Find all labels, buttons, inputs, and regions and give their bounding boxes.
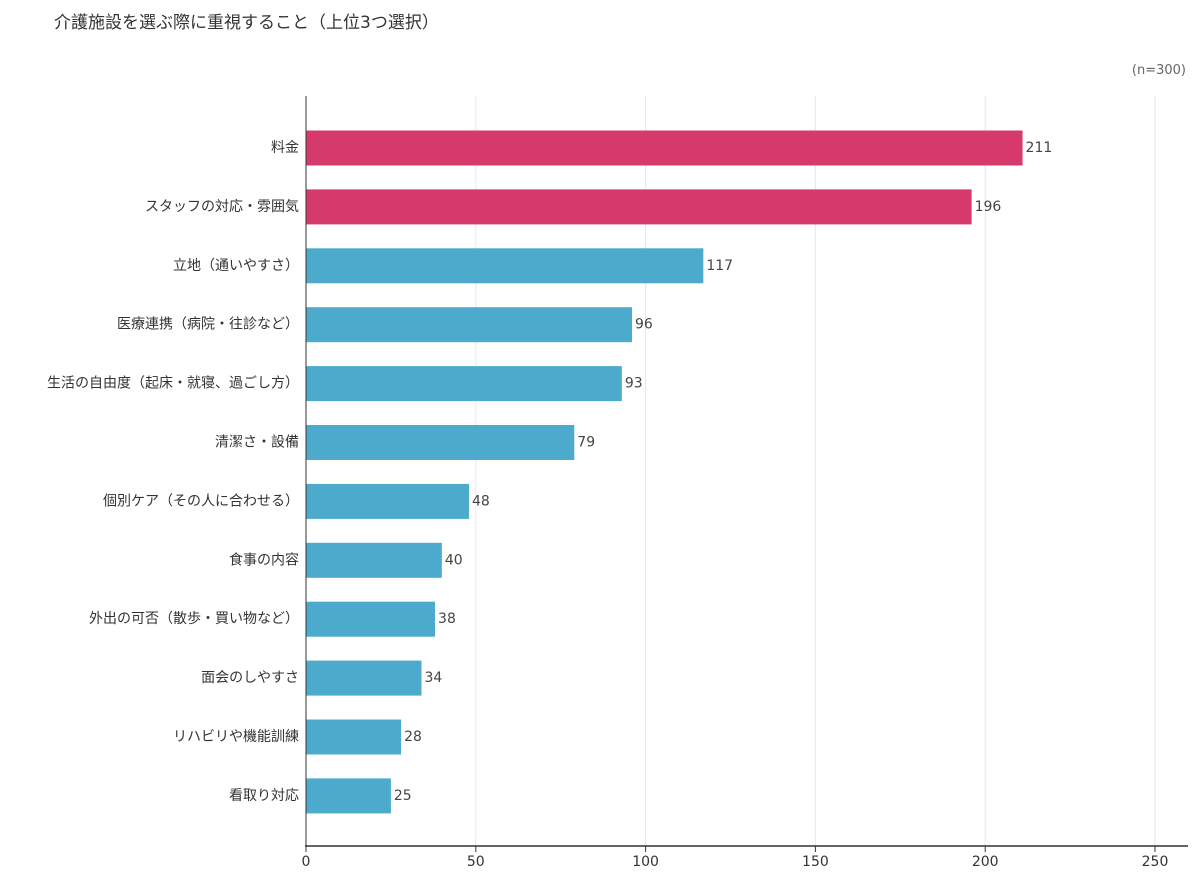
x-tick-label-3: 150 [802, 854, 829, 870]
value-label-7: 40 [445, 552, 463, 568]
x-tick-label-5: 250 [1142, 854, 1169, 870]
category-label-11: 看取り対応 [229, 788, 299, 804]
value-label-6: 48 [472, 493, 490, 509]
x-tick-label-1: 50 [467, 854, 485, 870]
value-label-9: 34 [424, 670, 442, 686]
value-label-8: 38 [438, 611, 456, 627]
bar-5 [306, 425, 575, 460]
bar-6 [306, 483, 470, 519]
category-label-1: スタッフの対応・雰囲気 [145, 199, 299, 215]
category-label-10: リハビリや機能訓練 [173, 729, 299, 745]
category-label-8: 外出の可否（散歩・買い物など） [89, 611, 299, 627]
bar-4 [306, 366, 622, 402]
bar-1 [306, 189, 972, 225]
category-label-2: 立地（通いやすさ） [173, 258, 299, 274]
value-label-5: 79 [577, 435, 595, 451]
value-label-4: 93 [625, 376, 643, 392]
bar-2 [306, 248, 704, 284]
x-tick-label-0: 0 [302, 854, 311, 870]
x-tick-label-2: 100 [632, 854, 659, 870]
bar-9 [306, 660, 422, 696]
sample-size-note: (n=300) [1131, 63, 1186, 78]
value-label-1: 196 [975, 199, 1002, 215]
bar-11 [306, 778, 391, 814]
bar-0 [306, 130, 1023, 166]
bar-8 [306, 601, 436, 637]
bar-3 [306, 307, 633, 343]
category-label-7: 食事の内容 [229, 551, 299, 568]
category-label-5: 清潔さ・設備 [215, 435, 299, 451]
value-label-2: 117 [706, 258, 733, 274]
bar-7 [306, 542, 442, 578]
category-label-4: 生活の自由度（起床・就寝、過ごし方） [47, 375, 299, 392]
x-tick-label-4: 200 [972, 854, 999, 870]
category-label-3: 医療連携（病院・往診など） [117, 316, 299, 333]
value-label-10: 28 [404, 729, 422, 745]
chart-title: 介護施設を選ぶ際に重視すること（上位3つ選択） [54, 13, 439, 33]
category-label-6: 個別ケア（その人に合わせる） [103, 493, 299, 509]
category-label-9: 面会のしやすさ [201, 670, 299, 686]
category-label-0: 料金 [271, 140, 299, 156]
value-label-11: 25 [394, 788, 412, 804]
value-label-3: 96 [635, 317, 653, 333]
bar-10 [306, 719, 402, 755]
value-label-0: 211 [1026, 140, 1053, 156]
